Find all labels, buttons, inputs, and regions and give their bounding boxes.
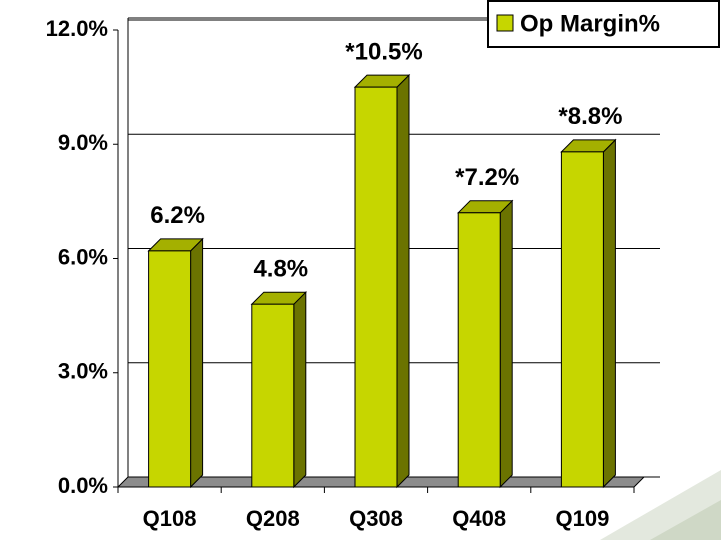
bar [560, 151, 604, 488]
bar-side [396, 73, 410, 489]
bar-side [190, 237, 204, 489]
bar [251, 303, 295, 488]
legend-label: Op Margin% [520, 10, 660, 37]
bar [148, 250, 192, 488]
x-tick-label: Q208 [246, 506, 300, 531]
value-label: *10.5% [345, 38, 422, 65]
bar-side [293, 290, 307, 489]
x-tick-label: Q408 [452, 506, 506, 531]
bar [354, 86, 398, 488]
y-tick-label: 3.0% [58, 359, 108, 384]
x-tick-label: Q108 [143, 506, 197, 531]
bar-side [499, 199, 513, 489]
x-tick-label: Q109 [555, 506, 609, 531]
value-label: 6.2% [150, 202, 205, 229]
legend-box [487, 0, 720, 48]
value-label: *7.2% [455, 164, 519, 191]
y-tick-label: 0.0% [58, 473, 108, 498]
x-tick-label: Q308 [349, 506, 403, 531]
value-label: 4.8% [253, 256, 308, 283]
value-label: *8.8% [558, 103, 622, 130]
decoration [650, 500, 721, 540]
bar-side [602, 138, 616, 489]
y-tick-label: 6.0% [58, 244, 108, 269]
legend-swatch [496, 14, 514, 32]
bar [457, 212, 501, 488]
y-tick-label: 12.0% [46, 16, 108, 41]
y-tick-label: 9.0% [58, 130, 108, 155]
